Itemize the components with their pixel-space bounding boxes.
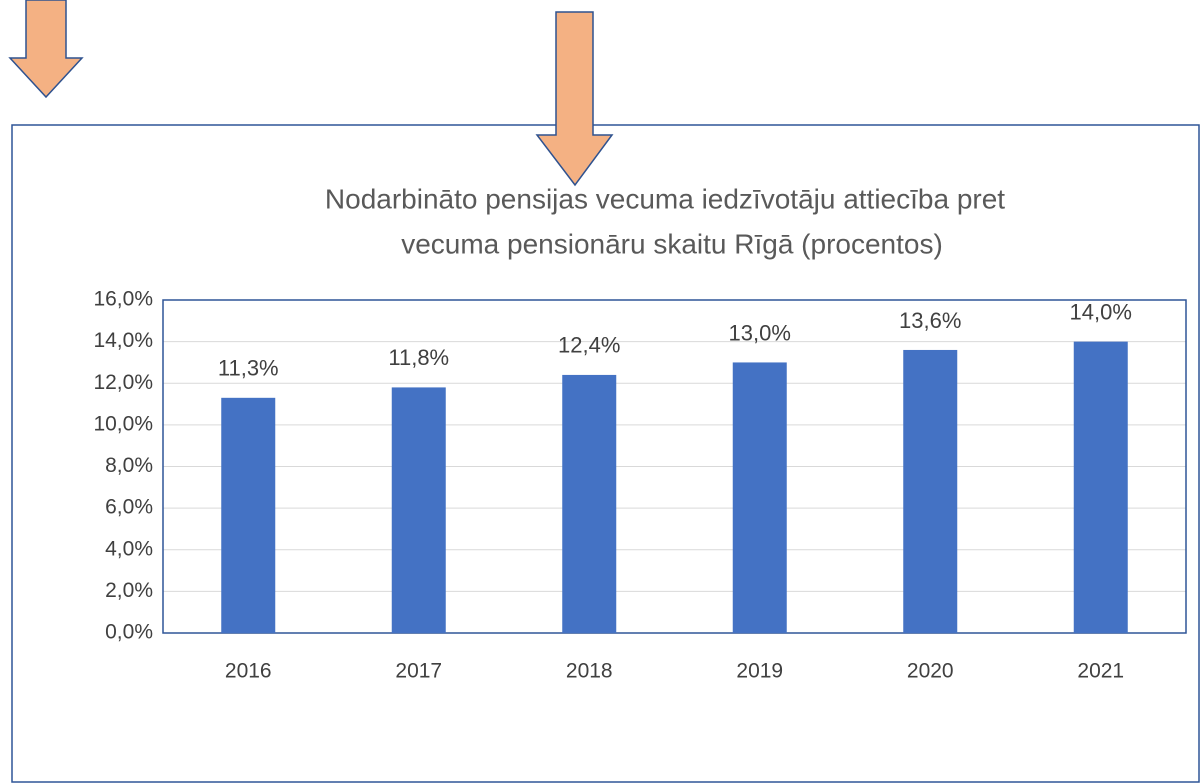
data-label: 12,4%	[558, 333, 620, 358]
data-label: 13,6%	[899, 308, 961, 333]
bar	[903, 349, 958, 633]
data-label: 13,0%	[729, 320, 791, 345]
y-tick-label: 14,0%	[93, 329, 153, 352]
x-tick-label: 2020	[907, 660, 954, 683]
chart-title: Nodarbināto pensijas vecuma iedzīvotāju …	[325, 183, 1005, 214]
data-label: 11,3%	[218, 356, 279, 381]
x-tick-label: 2017	[395, 660, 442, 683]
data-label: 14,0%	[1070, 299, 1132, 324]
y-tick-label: 4,0%	[105, 537, 153, 560]
y-tick-label: 16,0%	[93, 288, 153, 311]
bar	[221, 397, 276, 633]
chart-subtitle: vecuma pensionāru skaitu Rīgā (procentos…	[401, 228, 943, 259]
y-tick-label: 12,0%	[93, 371, 153, 394]
bar	[562, 374, 617, 633]
y-tick-label: 0,0%	[105, 621, 153, 644]
bar	[732, 362, 787, 633]
arrow	[535, 11, 614, 187]
x-tick-label: 2021	[1077, 660, 1124, 683]
arrow	[8, 0, 84, 99]
x-tick-label: 2019	[736, 660, 783, 683]
x-tick-label: 2018	[566, 660, 613, 683]
y-tick-label: 6,0%	[105, 496, 153, 519]
plot-frame	[162, 299, 1187, 634]
data-label: 11,8%	[388, 345, 449, 370]
y-tick-label: 2,0%	[105, 579, 153, 602]
x-tick-label: 2016	[225, 660, 272, 683]
y-tick-label: 10,0%	[93, 412, 153, 435]
bar	[1073, 341, 1128, 633]
bar	[391, 387, 446, 633]
y-tick-label: 8,0%	[105, 454, 153, 477]
